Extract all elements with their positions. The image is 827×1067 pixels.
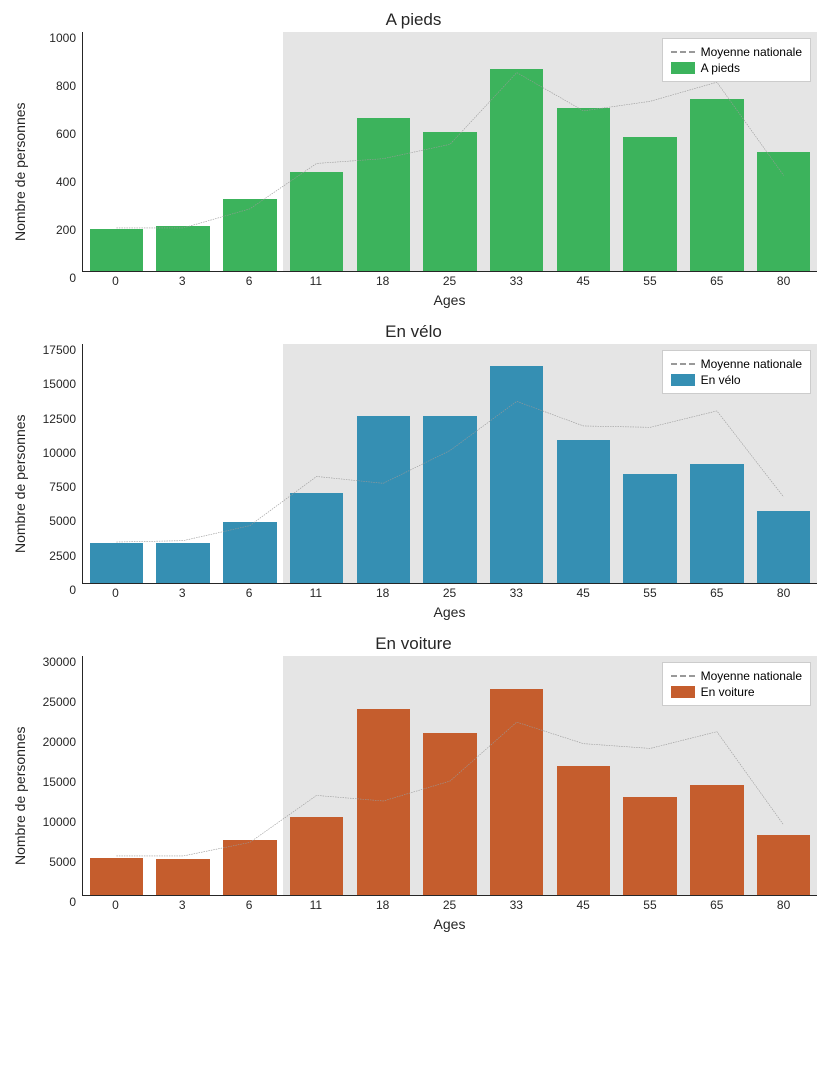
x-tick: 65 [710, 586, 723, 600]
y-ticks: 050001000015000200002500030000 [30, 656, 82, 896]
legend-line-label: Moyenne nationale [701, 45, 802, 59]
x-tick: 11 [310, 274, 322, 288]
x-tick: 45 [576, 586, 589, 600]
y-axis-label: Nombre de personnes [10, 32, 30, 312]
x-tick: 80 [777, 586, 790, 600]
y-axis-label: Nombre de personnes [10, 656, 30, 936]
legend: Moyenne nationale En voiture [662, 662, 811, 706]
plot-area: Moyenne nationale En vélo [82, 344, 817, 584]
x-tick: 6 [246, 274, 253, 288]
legend-swatch-icon [671, 686, 695, 698]
x-axis-label: Ages [82, 914, 817, 936]
legend: Moyenne nationale A pieds [662, 38, 811, 82]
legend-line-icon [671, 363, 695, 365]
x-tick: 80 [777, 274, 790, 288]
x-tick: 25 [443, 274, 456, 288]
legend-bar-label: En vélo [701, 373, 741, 387]
x-tick: 33 [510, 274, 523, 288]
x-ticks: 0 3 6 11 18 25 33 45 55 65 80 [82, 584, 817, 602]
x-tick: 3 [179, 586, 186, 600]
legend-bar-label: En voiture [701, 685, 755, 699]
chart-panel-voiture: En voitureNombre de personnes05000100001… [10, 634, 817, 936]
chart-title: A pieds [10, 10, 817, 30]
x-tick: 3 [179, 274, 186, 288]
x-tick: 6 [246, 898, 253, 912]
y-ticks: 025005000750010000125001500017500 [30, 344, 82, 584]
x-tick: 0 [112, 586, 119, 600]
x-tick: 33 [510, 586, 523, 600]
x-tick: 0 [112, 274, 119, 288]
legend-line-label: Moyenne nationale [701, 669, 802, 683]
x-tick: 0 [112, 898, 119, 912]
x-tick: 33 [510, 898, 523, 912]
chart-panel-velo: En véloNombre de personnes02500500075001… [10, 322, 817, 624]
x-tick: 55 [643, 586, 656, 600]
x-axis-label: Ages [82, 290, 817, 312]
legend-line-label: Moyenne nationale [701, 357, 802, 371]
x-tick: 3 [179, 898, 186, 912]
y-axis-label: Nombre de personnes [10, 344, 30, 624]
x-tick: 65 [710, 898, 723, 912]
x-tick: 25 [443, 898, 456, 912]
chart-title: En voiture [10, 634, 817, 654]
x-tick: 18 [376, 898, 389, 912]
x-tick: 45 [576, 274, 589, 288]
x-tick: 55 [643, 274, 656, 288]
x-axis-label: Ages [82, 602, 817, 624]
plot-area: Moyenne nationale En voiture [82, 656, 817, 896]
legend-bar-label: A pieds [701, 61, 740, 75]
x-tick: 45 [576, 898, 589, 912]
legend-line-icon [671, 675, 695, 677]
legend: Moyenne nationale En vélo [662, 350, 811, 394]
x-tick: 25 [443, 586, 456, 600]
x-tick: 11 [310, 898, 322, 912]
legend-line-icon [671, 51, 695, 53]
x-tick: 6 [246, 586, 253, 600]
x-tick: 80 [777, 898, 790, 912]
x-tick: 55 [643, 898, 656, 912]
x-ticks: 0 3 6 11 18 25 33 45 55 65 80 [82, 896, 817, 914]
x-tick: 18 [376, 586, 389, 600]
legend-swatch-icon [671, 374, 695, 386]
legend-swatch-icon [671, 62, 695, 74]
x-tick: 65 [710, 274, 723, 288]
x-ticks: 0 3 6 11 18 25 33 45 55 65 80 [82, 272, 817, 290]
chart-panel-pieds: A piedsNombre de personnes02004006008001… [10, 10, 817, 312]
y-ticks: 02004006008001000 [30, 32, 82, 272]
x-tick: 11 [310, 586, 322, 600]
chart-title: En vélo [10, 322, 817, 342]
plot-area: Moyenne nationale A pieds [82, 32, 817, 272]
x-tick: 18 [376, 274, 389, 288]
